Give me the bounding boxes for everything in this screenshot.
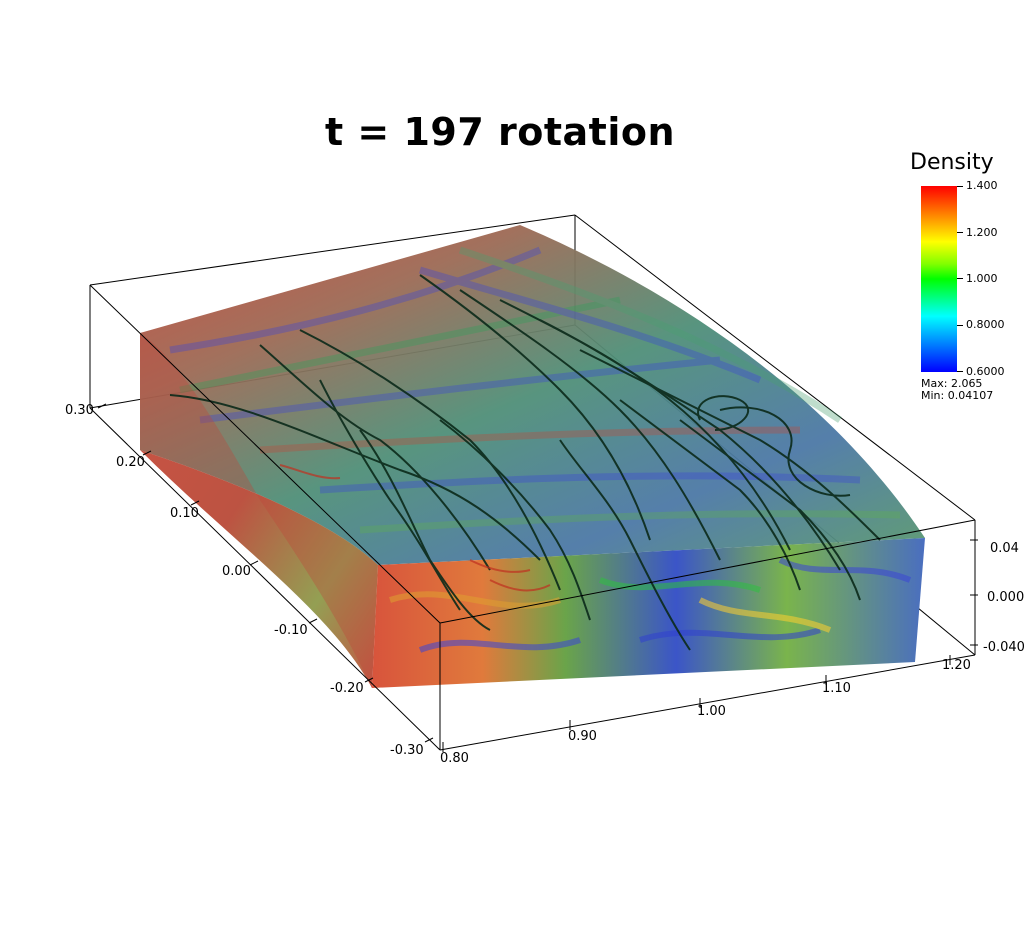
axis-ticks [97,403,978,752]
colorbar-tick-label: 1.000 [966,272,998,285]
x-tick-label: 1.20 [942,658,971,673]
figure-title: t = 197 rotation [324,110,676,154]
z-tick-label: 0.000 [987,590,1024,605]
y-tick-label: 0.20 [116,455,145,470]
colorbar-tick [957,186,963,187]
z-tick-label: 0.04 [990,541,1019,556]
colorbar-tick [957,325,963,326]
colorbar-tick-label: 0.8000 [966,318,1005,331]
density-volume [140,225,925,688]
colorbar [921,186,957,372]
colorbar-tick [957,278,963,279]
colorbar-tick-label: 1.400 [966,179,998,192]
x-tick-label: 1.00 [697,704,726,719]
colorbar-tick-label: 1.200 [966,226,998,239]
z-tick-label: -0.040 [983,640,1024,655]
y-axis-labels: 0.30 0.20 0.10 0.00 -0.10 -0.20 -0.30 [65,403,424,758]
y-tick-label: -0.30 [390,743,424,758]
colorbar-tick [957,232,963,233]
streamline-highlights [279,464,551,592]
y-tick-label: -0.10 [274,623,308,638]
colorbar-tick-label: 0.6000 [966,365,1005,378]
bounding-box-front [89,284,976,751]
y-tick-label: 0.10 [170,506,199,521]
x-tick-label: 1.10 [822,681,851,696]
x-axis-labels: 0.80 0.90 1.00 1.10 1.20 [440,658,971,766]
z-axis-labels: 0.04 0.000 -0.040 [983,541,1024,655]
colorbar-min-label: Min: 0.04107 [921,389,994,402]
magnetic-field-streamlines [169,274,881,651]
y-tick-label: 0.30 [65,403,94,418]
y-tick-label: -0.20 [330,681,364,696]
colorbar-tick [957,371,963,372]
colorbar-title: Density [910,150,994,175]
y-tick-label: 0.00 [222,564,251,579]
x-tick-label: 0.90 [568,729,597,744]
colorbar-max-label: Max: 2.065 [921,377,983,390]
x-tick-label: 0.80 [440,751,469,766]
